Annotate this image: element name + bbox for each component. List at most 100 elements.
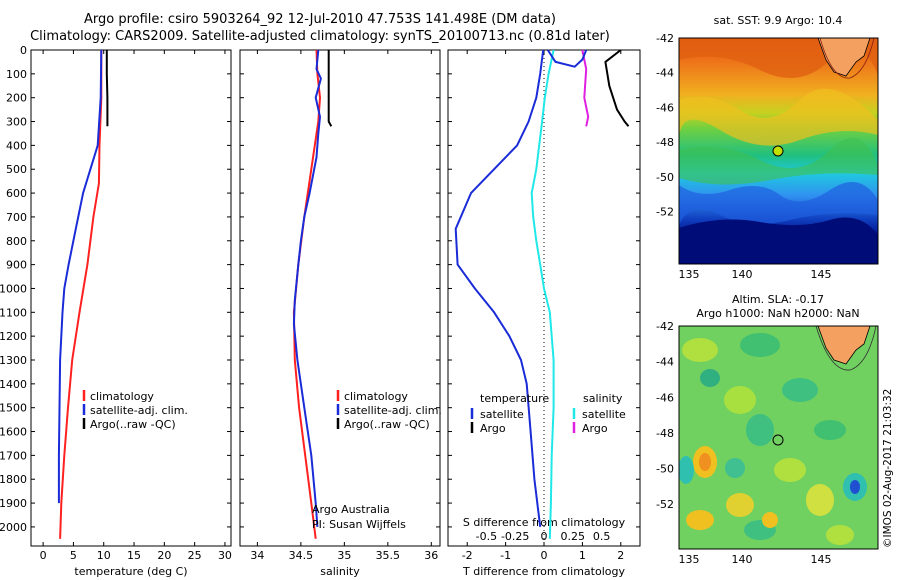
difference-xlabel: T difference from climatology	[462, 565, 625, 578]
timestamp-label: ©IMOS 02-Aug-2017 21:03:32	[882, 389, 894, 548]
sst-map-ytick-label: -44	[656, 67, 674, 80]
sst-map-ytick-label: -50	[656, 171, 674, 184]
sla-map-ytick-label: -52	[656, 498, 674, 511]
temperature-series-satellite-adj-clim-	[57, 49, 103, 504]
salinity-series-satellite-adj-clim-	[292, 49, 322, 527]
difference-xtick-label: -2	[462, 549, 473, 562]
depth-tick-label: 400	[6, 139, 27, 152]
sla-map-xtick-label: 135	[679, 553, 700, 566]
difference-series-s-satellite	[530, 49, 555, 539]
temperature-axes-frame	[30, 49, 232, 547]
difference-top-xtick-label: 0.5	[593, 530, 611, 543]
salinity-legend-label: Argo(..raw -QC)	[344, 418, 430, 431]
sla-map-xtick-label: 140	[732, 553, 753, 566]
temperature-xtick-label: 15	[127, 549, 141, 562]
sst-map-ytick-label: -48	[656, 136, 674, 149]
sla-map-ytick-label: -48	[656, 427, 674, 440]
argo-location-marker	[772, 145, 784, 157]
difference-legend-label: satellite	[480, 408, 524, 421]
sla-map-ytick-label: -42	[656, 320, 674, 333]
depth-tick-label: 300	[6, 116, 27, 129]
difference-series-temperature-argo-top	[546, 49, 588, 68]
salinity-xtick-label: 34	[250, 549, 264, 562]
depth-tick-label: 1900	[0, 497, 27, 510]
temperature-series-argo-raw-qc-	[105, 50, 109, 127]
difference-top-xtick-label: -0.25	[501, 530, 529, 543]
sst-map	[679, 38, 878, 264]
difference-legend-label: satellite	[582, 408, 626, 421]
temperature-series-climatology	[59, 50, 103, 539]
salinity-xtick-label: 35.5	[376, 549, 401, 562]
salinity-xtick-label: 36	[424, 549, 438, 562]
sla-map-ytick-label: -44	[656, 356, 674, 369]
depth-tick-label: 1700	[0, 449, 27, 462]
difference-series-s-argo	[581, 49, 590, 127]
depth-tick-label: 1400	[0, 378, 27, 391]
sst-map-frame	[678, 37, 879, 265]
figure-title-line2: Climatology: CARS2009. Satellite-adjuste…	[30, 29, 610, 44]
sla-map-xtick-label: 145	[811, 553, 832, 566]
salinity-xtick-label: 34.5	[289, 549, 314, 562]
temperature-xtick-label: 5	[70, 549, 77, 562]
sst-map-title: sat. SST: 9.9 Argo: 10.4	[714, 14, 843, 27]
depth-tick-label: 1800	[0, 473, 27, 486]
depth-tick-label: 800	[6, 235, 27, 248]
sst-map-ytick-label: -42	[656, 32, 674, 45]
temperature-xtick-label: 25	[188, 549, 202, 562]
credit-line1: Argo Australia	[312, 503, 390, 516]
depth-tick-label: 1100	[0, 306, 27, 319]
depth-tick-label: 900	[6, 259, 27, 272]
sla-map-ytick-label: -50	[656, 463, 674, 476]
salinity-legend-label: satellite-adj. clim.	[344, 404, 442, 417]
difference-top-xtick-label: 0.25	[561, 530, 586, 543]
figure-title-line1: Argo profile: csiro 5903264_92 12-Jul-20…	[84, 12, 556, 27]
difference-xtick-label: -1	[500, 549, 511, 562]
temperature-xlabel: temperature (deg C)	[74, 565, 187, 578]
depth-tick-label: 200	[6, 92, 27, 105]
depth-tick-label: 100	[6, 68, 27, 81]
difference-top-xlabel: S difference from climatology	[463, 516, 626, 529]
sst-map-xtick-label: 145	[811, 268, 832, 281]
temperature-xtick-label: 10	[97, 549, 111, 562]
difference-series-temperature-satellite	[454, 49, 545, 528]
salinity-xlabel: salinity	[320, 565, 360, 578]
sst-map-xtick-label: 135	[679, 268, 700, 281]
temperature-legend-label: Argo(..raw -QC)	[90, 418, 176, 431]
sla-map-title-line2: Argo h1000: NaN h2000: NaN	[696, 307, 859, 320]
sla-map-frame	[678, 325, 879, 550]
temperature-legend-label: climatology	[90, 390, 154, 403]
sst-map-ytick-label: -52	[656, 206, 674, 219]
depth-tick-label: 1300	[0, 354, 27, 367]
depth-tick-label: 700	[6, 211, 27, 224]
depth-tick-label: 1600	[0, 426, 27, 439]
argo-location-marker-sla	[772, 434, 784, 446]
depth-tick-label: 600	[6, 187, 27, 200]
temperature-xtick-label: 0	[40, 549, 47, 562]
depth-tick-label: 1500	[0, 402, 27, 415]
sla-map	[679, 326, 878, 549]
difference-top-xtick-label: 0	[541, 530, 548, 543]
legend-header-salinity: salinity	[583, 392, 623, 405]
depth-tick-label: 1000	[0, 282, 27, 295]
credit-line2: PI: Susan Wijffels	[312, 518, 406, 531]
difference-xtick-label: 2	[617, 549, 624, 562]
temperature-xtick-label: 30	[218, 549, 232, 562]
depth-tick-label: 2000	[0, 521, 27, 534]
sst-map-xtick-label: 140	[732, 268, 753, 281]
legend-header-temperature: temperature	[480, 392, 549, 405]
salinity-axes-frame	[239, 49, 441, 547]
difference-legend-label: Argo	[582, 422, 608, 435]
difference-series-temperature-argo	[604, 49, 630, 127]
sla-map-ytick-label: -46	[656, 391, 674, 404]
temperature-xtick-label: 20	[157, 549, 171, 562]
depth-tick-label: 500	[6, 163, 27, 176]
depth-tick-label: 0	[20, 44, 27, 57]
difference-xtick-label: 1	[579, 549, 586, 562]
temperature-legend-label: satellite-adj. clim.	[90, 404, 188, 417]
difference-xtick-label: 0	[541, 549, 548, 562]
salinity-xtick-label: 35	[337, 549, 351, 562]
salinity-series-argo-raw-qc-	[327, 50, 333, 127]
difference-top-xtick-label: -0.5	[476, 530, 497, 543]
salinity-legend-label: climatology	[344, 390, 408, 403]
